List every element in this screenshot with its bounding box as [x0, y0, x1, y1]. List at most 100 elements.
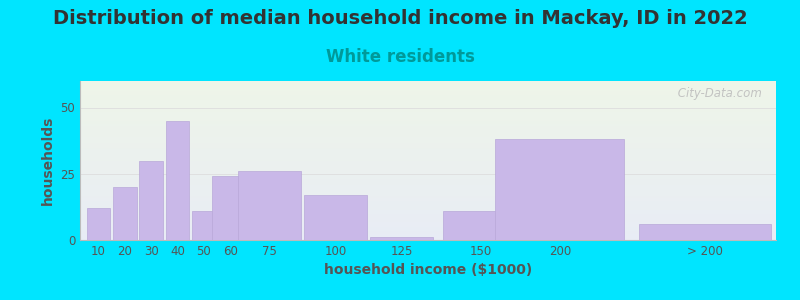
Bar — [80, 118, 776, 119]
Bar — [442, 211, 519, 240]
Bar — [80, 152, 776, 153]
Bar — [80, 82, 776, 83]
Bar — [80, 150, 776, 151]
Bar — [80, 234, 776, 235]
Bar — [80, 222, 776, 223]
Bar — [80, 100, 776, 101]
Bar — [80, 88, 776, 89]
Bar — [80, 159, 776, 160]
Bar — [80, 81, 776, 82]
Bar — [80, 197, 776, 198]
Bar — [80, 87, 776, 88]
Bar — [80, 134, 776, 135]
Bar — [80, 221, 776, 222]
Bar — [80, 238, 776, 239]
Bar — [80, 101, 776, 102]
Bar — [80, 149, 776, 150]
Bar — [80, 229, 776, 230]
Bar — [80, 121, 776, 122]
Bar — [80, 172, 776, 173]
Bar — [80, 204, 776, 205]
Bar — [80, 207, 776, 208]
Bar — [80, 108, 776, 109]
Bar — [80, 106, 776, 107]
Bar — [80, 94, 776, 95]
Bar — [80, 93, 776, 94]
Bar — [80, 191, 776, 192]
Bar — [80, 195, 776, 196]
Bar — [86, 208, 110, 240]
Bar — [80, 140, 776, 141]
Bar — [80, 103, 776, 104]
Bar — [80, 182, 776, 183]
Y-axis label: households: households — [41, 116, 54, 205]
Bar — [80, 112, 776, 113]
Bar — [639, 224, 770, 240]
Bar — [80, 230, 776, 231]
Bar — [80, 151, 776, 152]
Bar — [139, 160, 163, 240]
Bar — [80, 142, 776, 143]
Bar — [80, 202, 776, 203]
Bar — [80, 85, 776, 86]
Bar — [212, 176, 249, 240]
Bar — [80, 190, 776, 191]
Bar — [80, 133, 776, 134]
Bar — [80, 216, 776, 217]
Bar — [80, 174, 776, 175]
Bar — [80, 225, 776, 226]
Bar — [80, 145, 776, 146]
Bar — [80, 180, 776, 181]
Bar — [80, 116, 776, 117]
Bar — [80, 84, 776, 85]
Bar — [80, 177, 776, 178]
Bar — [80, 120, 776, 121]
Bar — [80, 178, 776, 179]
Bar — [80, 210, 776, 211]
Bar — [80, 223, 776, 224]
Bar — [80, 131, 776, 132]
Bar — [80, 228, 776, 229]
Bar — [80, 123, 776, 124]
Bar — [80, 95, 776, 96]
Bar — [80, 220, 776, 221]
Bar — [80, 89, 776, 90]
Bar — [238, 171, 302, 240]
Bar — [80, 188, 776, 189]
Bar — [80, 111, 776, 112]
Bar — [80, 218, 776, 219]
Bar — [80, 184, 776, 185]
Bar — [80, 119, 776, 120]
Bar — [80, 205, 776, 206]
Bar — [80, 213, 776, 214]
Bar — [80, 144, 776, 145]
Bar — [166, 121, 190, 240]
Text: Distribution of median household income in Mackay, ID in 2022: Distribution of median household income … — [53, 9, 747, 28]
Bar — [80, 122, 776, 123]
Bar — [80, 201, 776, 202]
Bar — [80, 83, 776, 84]
Bar — [80, 167, 776, 168]
Bar — [80, 160, 776, 161]
Bar — [80, 110, 776, 111]
Bar — [80, 90, 776, 91]
Bar — [80, 206, 776, 207]
Bar — [304, 195, 367, 240]
Bar — [80, 186, 776, 187]
X-axis label: household income ($1000): household income ($1000) — [324, 263, 532, 278]
Bar — [80, 156, 776, 157]
Bar — [80, 161, 776, 162]
Bar — [80, 199, 776, 200]
Bar — [80, 143, 776, 144]
Bar — [80, 193, 776, 194]
Bar — [80, 238, 776, 239]
Bar — [80, 104, 776, 105]
Bar — [80, 155, 776, 156]
Bar — [80, 165, 776, 166]
Bar — [80, 158, 776, 159]
Text: White residents: White residents — [326, 48, 474, 66]
Bar — [80, 209, 776, 210]
Bar — [80, 233, 776, 234]
Bar — [80, 98, 776, 99]
Bar — [80, 189, 776, 190]
